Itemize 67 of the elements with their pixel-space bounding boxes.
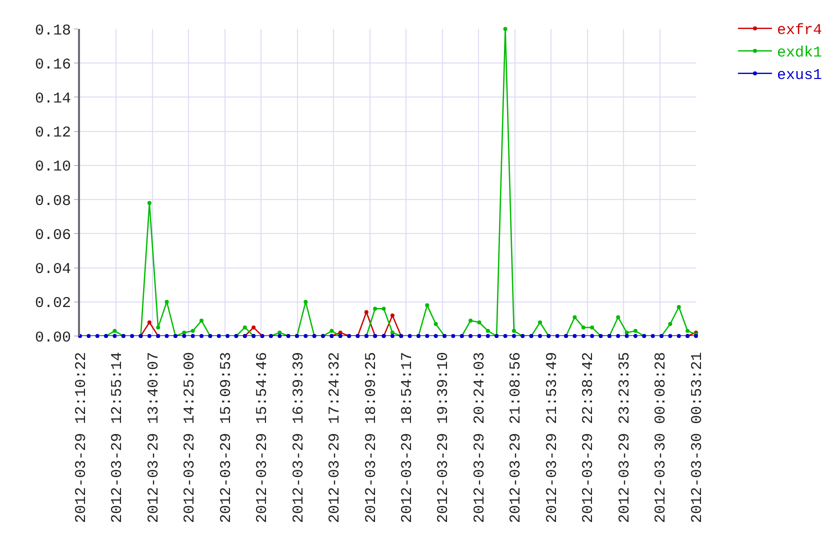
x-tick-label: 2012-03-29 23:23:35 [616,352,634,524]
point [190,328,195,333]
point [581,325,586,330]
x-tick-label: 2012-03-29 15:09:53 [218,352,235,524]
point [304,300,308,304]
point [278,330,282,335]
point [390,314,394,318]
point [156,325,160,330]
x-tick-label: 2012-03-29 12:10:22 [72,352,90,524]
point [382,306,386,311]
x-tick-label: 2012-03-29 21:08:56 [508,352,525,524]
point [624,330,629,335]
point [252,325,256,330]
point [200,318,204,323]
point [503,27,508,31]
x-tick-label: 2012-03-29 21:53:49 [544,352,561,524]
x-tick-label: 2012-03-29 18:09:25 [362,352,380,524]
point [147,200,152,205]
point [486,328,490,333]
y-tick-label: 0.06 [34,226,71,244]
point [616,315,620,320]
y-tick-label: 0.00 [34,329,71,346]
point [242,325,247,330]
point [676,305,681,310]
y-tick-label: 0.18 [34,22,71,40]
x-tick-label: 2012-03-30 00:08:28 [652,352,670,524]
point [468,318,473,323]
point [338,330,342,335]
y-tick-label: 0.10 [34,158,71,176]
point [112,328,117,333]
y-tick-label: 0.04 [34,261,71,278]
legend-label: exus1 [776,67,822,84]
point [572,315,577,320]
point [512,328,516,333]
point [477,320,482,324]
x-tick-label: 2012-03-29 12:55:14 [109,352,126,524]
point [373,306,378,311]
x-tick-label: 2012-03-29 16:39:39 [290,352,308,524]
point [633,328,638,333]
y-tick-label: 0.12 [34,124,71,142]
y-tick-label: 0.08 [34,192,71,210]
point [390,330,394,335]
x-tick-label: 2012-03-29 22:38:42 [580,352,598,524]
point [590,325,594,330]
point [425,303,430,308]
legend-label: exdk1 [776,44,822,62]
x-tick-label: 2012-03-29 13:40:07 [145,352,162,524]
point [668,322,672,326]
point [182,330,186,335]
legend-label: exfr4 [776,22,822,40]
point [330,328,334,333]
x-tick-label: 2012-03-29 17:24:32 [326,352,344,524]
x-tick-label: 2012-03-30 00:53:21 [688,352,706,524]
x-tick-label: 2012-03-29 19:39:10 [435,352,452,524]
y-tick-label: 0.02 [34,295,71,312]
x-tick-label: 2012-03-29 18:54:17 [398,352,416,524]
y-tick-label: 0.16 [34,56,71,74]
point [538,320,542,324]
point [364,310,368,314]
point [147,320,152,324]
point [434,322,438,326]
x-tick-label: 2012-03-29 15:54:46 [254,352,272,524]
x-tick-label: 2012-03-29 20:24:03 [471,352,488,524]
y-tick-label: 0.14 [34,90,71,108]
x-tick-label: 2012-03-29 14:25:00 [182,352,199,524]
point [686,328,690,333]
point [164,300,169,304]
